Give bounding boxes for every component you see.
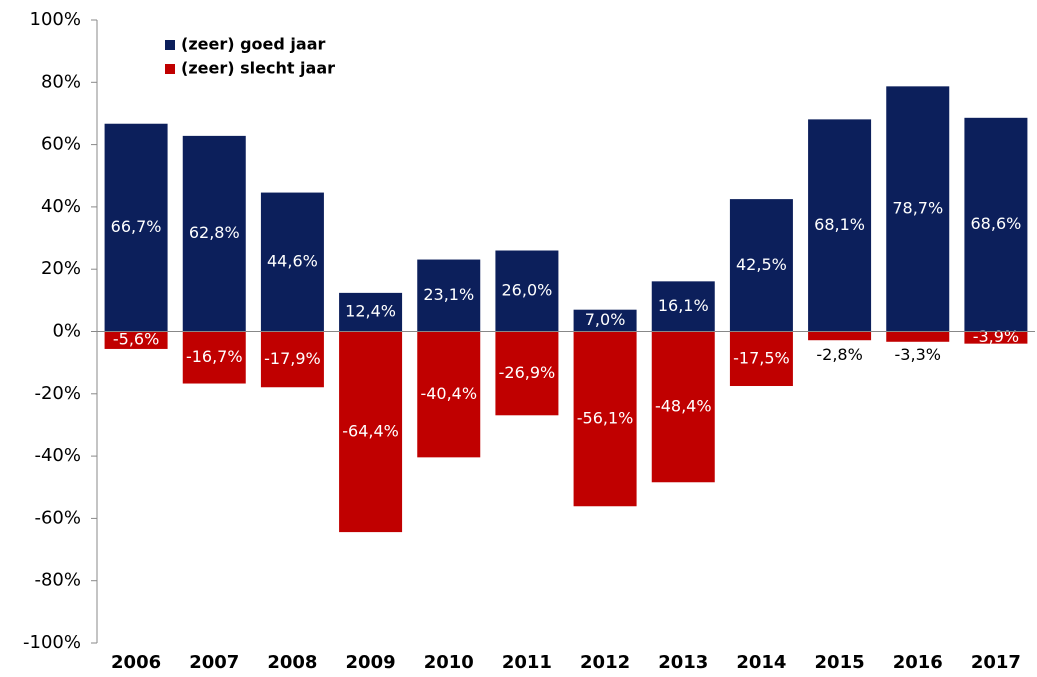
y-tick-label: 20%	[41, 258, 81, 279]
value-label: -16,7%	[186, 347, 243, 366]
bar	[417, 331, 481, 458]
value-label: -26,9%	[499, 363, 556, 382]
y-tick-label: 100%	[30, 9, 81, 30]
y-tick-label: -80%	[34, 570, 81, 591]
x-tick-label: 2006	[111, 652, 161, 673]
value-label: -17,5%	[733, 348, 790, 367]
bar	[651, 281, 715, 332]
bar	[573, 309, 637, 332]
value-label: -3,9%	[973, 327, 1019, 346]
legend-swatch	[165, 40, 175, 50]
value-label: 78,7%	[892, 198, 943, 217]
bar	[886, 86, 950, 332]
bar	[339, 331, 403, 533]
bar	[964, 331, 1028, 344]
bar	[495, 331, 559, 416]
bar	[886, 331, 950, 342]
legend-swatch	[165, 64, 175, 74]
legend-label: (zeer) slecht jaar	[181, 59, 335, 78]
value-label: -2,8%	[816, 345, 862, 364]
value-label: -17,9%	[264, 349, 321, 368]
y-tick-label: -60%	[34, 507, 81, 528]
value-label: 44,6%	[267, 252, 318, 271]
bar	[495, 250, 559, 332]
value-label: 68,1%	[814, 215, 865, 234]
x-tick-label: 2017	[971, 652, 1021, 673]
legend-label: (zeer) goed jaar	[181, 35, 326, 54]
x-tick-label: 2012	[580, 652, 630, 673]
value-label: 12,4%	[345, 302, 396, 321]
bar	[651, 331, 715, 483]
bar	[808, 119, 872, 332]
value-label: 68,6%	[971, 214, 1022, 233]
x-tick-label: 2011	[502, 652, 552, 673]
value-label: -5,6%	[113, 330, 159, 349]
bar	[104, 123, 168, 332]
value-label: -64,4%	[342, 421, 399, 440]
bar	[808, 331, 872, 341]
y-tick-label: 40%	[41, 196, 81, 217]
value-label: 23,1%	[423, 285, 474, 304]
bar	[964, 117, 1028, 332]
bar	[104, 331, 168, 349]
x-tick-label: 2013	[658, 652, 708, 673]
value-label: 62,8%	[189, 223, 240, 242]
value-label: 16,1%	[658, 296, 709, 315]
value-label: 26,0%	[502, 281, 553, 300]
value-label: -3,3%	[895, 345, 941, 364]
x-tick-label: 2014	[736, 652, 786, 673]
value-label: -48,4%	[655, 396, 712, 415]
value-label: -56,1%	[577, 408, 634, 427]
y-tick-label: 0%	[52, 321, 81, 342]
bar	[182, 331, 246, 384]
value-label: 42,5%	[736, 255, 787, 274]
bar	[339, 292, 403, 332]
x-tick-label: 2010	[424, 652, 474, 673]
bar	[417, 259, 481, 332]
bar	[573, 331, 637, 507]
x-tick-label: 2007	[189, 652, 239, 673]
value-label: 7,0%	[585, 310, 626, 329]
bar	[260, 331, 324, 388]
x-tick-label: 2008	[267, 652, 317, 673]
value-label: 66,7%	[111, 217, 162, 236]
y-tick-label: -40%	[34, 445, 81, 466]
y-tick-label: -100%	[23, 632, 81, 653]
y-tick-label: -20%	[34, 383, 81, 404]
x-tick-label: 2015	[815, 652, 865, 673]
bar	[729, 199, 793, 332]
value-label: -40,4%	[420, 384, 477, 403]
bar	[729, 331, 793, 387]
y-tick-label: 80%	[41, 71, 81, 92]
bar	[260, 192, 324, 332]
x-tick-label: 2016	[893, 652, 943, 673]
bar	[182, 135, 246, 332]
x-tick-label: 2009	[346, 652, 396, 673]
y-tick-label: 60%	[41, 134, 81, 155]
